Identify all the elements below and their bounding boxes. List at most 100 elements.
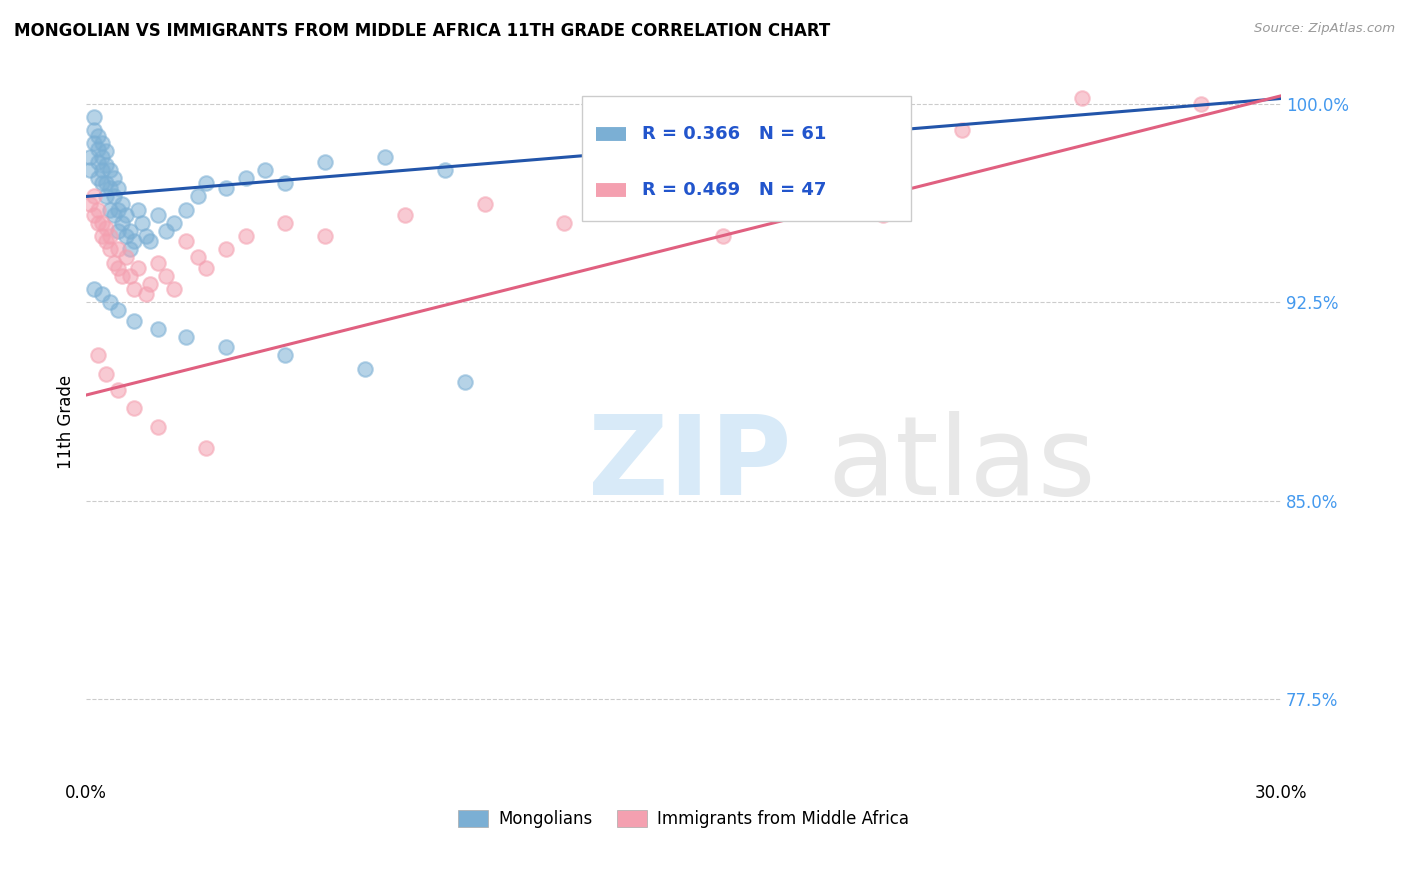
Point [120,224,142,238]
Point [187,250,209,264]
Point [87,142,110,156]
Point [96,176,118,190]
Point [91,163,114,178]
Point [174,202,197,217]
Point [107,202,129,217]
Point [254,163,277,178]
Point [314,155,336,169]
Point [111,197,134,211]
Point [122,282,145,296]
Point [107,303,129,318]
Point [139,277,162,291]
Text: R = 0.469   N = 47: R = 0.469 N = 47 [641,181,827,199]
Point [115,250,138,264]
Point [87,202,110,217]
Point [103,170,125,185]
Point [187,189,209,203]
Point [274,348,297,362]
Point [131,216,153,230]
Point [122,235,145,249]
Point [354,361,377,376]
Point [1070,91,1092,105]
Point [235,229,257,244]
Point [139,235,162,249]
Point [120,243,142,257]
Point [453,375,475,389]
Point [155,224,177,238]
Point [111,268,134,283]
Point [127,202,149,217]
Text: ZIP: ZIP [588,411,792,518]
Point [107,383,129,397]
Point [98,229,121,244]
Point [107,243,129,257]
Point [120,268,142,283]
Point [163,216,186,230]
Point [91,136,114,151]
Point [135,229,157,244]
Point [950,123,973,137]
Point [872,208,894,222]
Point [394,208,416,222]
Text: Source: ZipAtlas.com: Source: ZipAtlas.com [1254,22,1395,36]
Point [122,314,145,328]
Point [79,163,101,178]
Point [146,255,169,269]
Point [96,189,118,203]
Point [83,123,105,137]
Point [96,367,118,381]
Point [83,136,105,151]
Point [103,255,125,269]
FancyBboxPatch shape [582,96,911,221]
Point [83,282,105,296]
Point [103,208,125,222]
Point [194,441,217,455]
Legend: Mongolians, Immigrants from Middle Africa: Mongolians, Immigrants from Middle Afric… [451,804,915,835]
Point [87,216,110,230]
Point [274,216,297,230]
Point [215,243,238,257]
Point [474,197,496,211]
Point [135,287,157,301]
Point [215,181,238,195]
Point [146,208,169,222]
Point [98,202,121,217]
Point [96,235,118,249]
Point [107,260,129,275]
Point [87,128,110,143]
Point [91,216,114,230]
Point [713,229,735,244]
Point [146,322,169,336]
Point [146,419,169,434]
Point [98,163,121,178]
Point [83,189,105,203]
Point [83,110,105,124]
Point [274,176,297,190]
Text: atlas: atlas [827,411,1095,518]
Point [96,158,118,172]
Point [91,287,114,301]
Point [98,295,121,310]
Point [87,155,110,169]
Point [96,145,118,159]
Point [174,235,197,249]
Point [96,221,118,235]
Point [235,170,257,185]
Text: R = 0.366   N = 61: R = 0.366 N = 61 [641,125,827,143]
Point [174,330,197,344]
Point [194,260,217,275]
Point [103,189,125,203]
Point [98,243,121,257]
Point [79,150,101,164]
Point [83,208,105,222]
Point [107,181,129,195]
Point [215,340,238,354]
Point [87,170,110,185]
Point [553,216,575,230]
Point [633,202,655,217]
Point [91,176,114,190]
Point [91,229,114,244]
Point [91,150,114,164]
Point [122,401,145,416]
Point [79,197,101,211]
